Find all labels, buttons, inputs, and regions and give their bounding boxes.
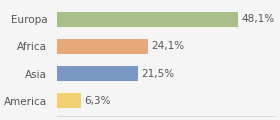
Bar xyxy=(57,66,138,81)
Text: 21,5%: 21,5% xyxy=(141,69,174,79)
Text: 48,1%: 48,1% xyxy=(242,14,275,24)
Bar xyxy=(57,12,239,27)
Text: 24,1%: 24,1% xyxy=(151,41,184,51)
Bar xyxy=(57,93,81,108)
Bar xyxy=(57,39,148,54)
Text: 6,3%: 6,3% xyxy=(84,96,110,106)
